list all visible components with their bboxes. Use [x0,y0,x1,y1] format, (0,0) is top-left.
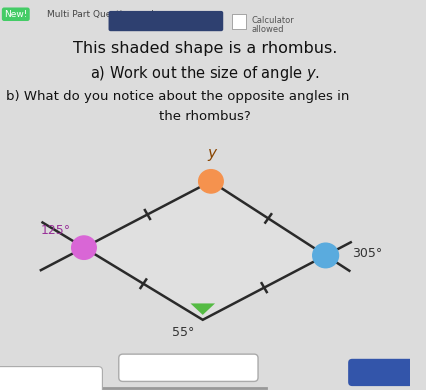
FancyBboxPatch shape [118,354,257,381]
FancyBboxPatch shape [108,11,223,31]
Polygon shape [84,181,325,320]
Text: 55°: 55° [172,326,194,339]
Text: An: An [373,367,387,378]
Polygon shape [190,303,215,315]
Text: ✓: ✓ [235,18,241,25]
Text: < Previous: < Previous [19,375,79,385]
Text: b) What do you notice about the opposite angles in: b) What do you notice about the opposite… [6,90,349,103]
Text: the rhombus?: the rhombus? [158,110,250,123]
Circle shape [312,243,338,268]
Text: New!: New! [4,10,27,19]
Circle shape [72,236,96,259]
Text: Multi Part Question – when you an...: Multi Part Question – when you an... [47,10,210,19]
Text: a) Work out the size of angle $y$.: a) Work out the size of angle $y$. [89,64,319,83]
Text: 305°: 305° [351,247,382,260]
Text: ■◄ Watch video: ■◄ Watch video [142,363,233,373]
FancyBboxPatch shape [0,367,102,390]
Circle shape [198,170,223,193]
Text: Calculator: Calculator [251,16,294,25]
Text: This shaded shape is a rhombus.: This shaded shape is a rhombus. [72,41,336,56]
Text: 125°: 125° [40,223,70,237]
FancyBboxPatch shape [347,359,413,386]
Text: allowed: allowed [251,25,284,34]
Text: $y$: $y$ [207,147,218,163]
FancyBboxPatch shape [231,14,245,29]
Text: Bookwork code: 6E: Bookwork code: 6E [113,16,218,26]
